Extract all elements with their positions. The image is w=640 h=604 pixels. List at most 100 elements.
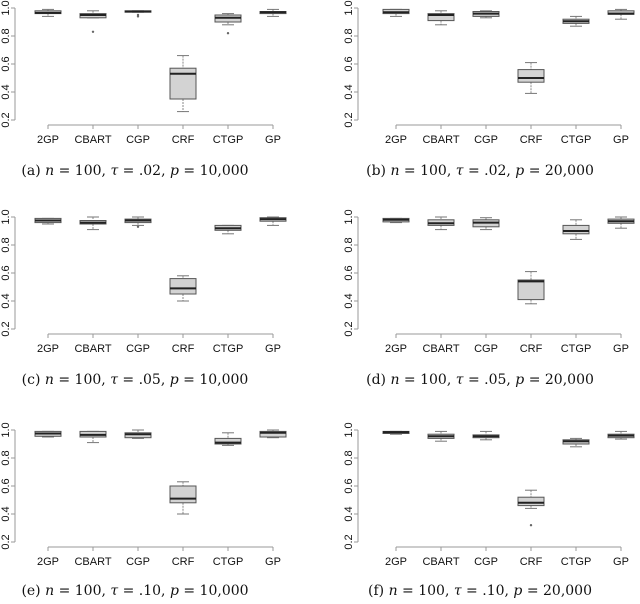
box-GP (259, 8, 287, 17)
box-CTGP (562, 437, 590, 448)
caption-segment: p (515, 372, 524, 388)
panel-b: 0.2 0.4 0.6 0.8 1.0 2GP CBART CGP CRF CTGP GP (b) n… (343, 0, 635, 179)
box-CGP (472, 217, 500, 231)
y-tick-label: 0.6 (343, 478, 355, 493)
caption-segment: = 20,000 (524, 163, 594, 179)
box-CGP (124, 10, 152, 18)
x-tick-label: CBART (422, 343, 459, 355)
caption-segment: = 100, (54, 163, 110, 179)
box-iqr (562, 224, 590, 235)
panel-a: 0.2 0.4 0.6 0.8 1.0 2GP CBART CGP CRF CTGP GP (a) n… (0, 0, 287, 179)
x-tick-label: 2GP (37, 556, 59, 568)
outlier-point (136, 225, 140, 228)
box-GP (607, 430, 635, 440)
box-2GP (382, 430, 410, 435)
x-tick-label: CRF (172, 134, 195, 146)
y-tick-label: 0.6 (0, 265, 12, 280)
x-tick-label: CGP (126, 343, 150, 355)
y-tick-label: 0.2 (343, 112, 355, 127)
box-CTGP (562, 219, 590, 240)
panel-e: 0.2 0.4 0.6 0.8 1.0 2GP CBART CGP CRF CTGP GP (e) n… (0, 422, 287, 599)
box-CTGP (562, 15, 590, 27)
caption-segment: n (45, 163, 54, 179)
panel-caption: (b) n = 100, τ = .02, p = 20,000 (366, 163, 594, 179)
box-CRF (517, 271, 545, 305)
box-GP (607, 216, 635, 229)
box-2GP (382, 8, 410, 17)
x-tick-label: CBART (422, 134, 459, 146)
caption-segment: n (45, 583, 54, 599)
y-tick-label: 0.4 (0, 506, 12, 521)
x-tick-label: 2GP (385, 556, 407, 568)
caption-segment: = .02, (464, 163, 516, 179)
x-tick-label: CTGP (213, 134, 244, 146)
x-tick-label: CGP (474, 556, 498, 568)
box-iqr (259, 430, 287, 438)
box-iqr (517, 279, 545, 301)
caption-segment: τ (110, 583, 118, 599)
box-GP (259, 216, 287, 226)
outlier-point (226, 32, 230, 35)
caption-segment: τ (456, 372, 464, 388)
x-tick-label: CBART (74, 134, 111, 146)
x-tick-label: CTGP (213, 343, 244, 355)
caption-segment: (d) (366, 372, 390, 388)
x-tick-label: GP (613, 343, 629, 355)
caption-segment: n (390, 163, 399, 179)
x-tick-label: CBART (74, 343, 111, 355)
x-tick-label: GP (265, 556, 281, 568)
x-tick-label: CBART (422, 556, 459, 568)
x-tick-label: GP (265, 343, 281, 355)
x-tick-label: 2GP (385, 343, 407, 355)
box-iqr (169, 485, 197, 504)
y-tick-label: 0.2 (343, 321, 355, 336)
panel-d: 0.2 0.4 0.6 0.8 1.0 2GP CBART CGP CRF CTGP GP (d) n… (343, 209, 635, 388)
outlier-point (91, 30, 95, 33)
x-tick-label: 2GP (385, 134, 407, 146)
box-CBART (427, 10, 455, 26)
box-iqr (124, 432, 152, 439)
caption-segment: (f) (368, 583, 389, 599)
caption-segment: (b) (366, 163, 390, 179)
caption-segment: = 20,000 (524, 372, 594, 388)
caption-segment: n (390, 372, 399, 388)
panel-caption: (a) n = 100, τ = .02, p = 10,000 (21, 163, 248, 179)
box-2GP (34, 8, 62, 17)
panel-caption: (d) n = 100, τ = .05, p = 20,000 (366, 372, 594, 388)
y-tick-label: 0.6 (0, 56, 12, 71)
x-tick-label: CRF (520, 134, 543, 146)
y-tick-label: 0.4 (343, 84, 355, 99)
caption-segment: p (170, 583, 179, 599)
caption-segment: τ (454, 583, 462, 599)
y-tick-label: 0.2 (0, 321, 12, 336)
y-tick-label: 0.6 (343, 265, 355, 280)
y-tick-label: 0.6 (0, 478, 12, 493)
y-tick-label: 1.0 (343, 422, 355, 437)
y-tick-label: 0.2 (0, 534, 12, 549)
box-iqr (427, 13, 455, 22)
y-tick-label: 1.0 (0, 422, 12, 437)
box-iqr (517, 69, 545, 83)
x-tick-label: 2GP (37, 134, 59, 146)
caption-segment: (a) (21, 163, 45, 179)
y-tick-label: 0.4 (343, 506, 355, 521)
box-CGP (472, 10, 500, 19)
x-tick-label: CGP (126, 556, 150, 568)
caption-segment: = .10, (118, 583, 170, 599)
box-2GP (34, 430, 62, 438)
caption-segment: = 100, (54, 372, 110, 388)
panel-caption: (f) n = 100, τ = .10, p = 20,000 (368, 583, 592, 599)
box-2GP (34, 217, 62, 225)
x-tick-label: CTGP (561, 343, 592, 355)
caption-segment: = 100, (398, 583, 454, 599)
panel-c: 0.2 0.4 0.6 0.8 1.0 2GP CBART CGP CRF CTGP GP (c) n… (0, 209, 287, 388)
box-CBART (427, 430, 455, 442)
box-CRF (517, 62, 545, 94)
caption-segment: τ (110, 163, 118, 179)
x-tick-label: CBART (74, 556, 111, 568)
caption-segment: = .02, (118, 163, 170, 179)
box-CGP (124, 216, 152, 228)
caption-segment: (e) (21, 583, 45, 599)
box-CBART (79, 10, 107, 33)
y-tick-label: 0.8 (0, 237, 12, 252)
